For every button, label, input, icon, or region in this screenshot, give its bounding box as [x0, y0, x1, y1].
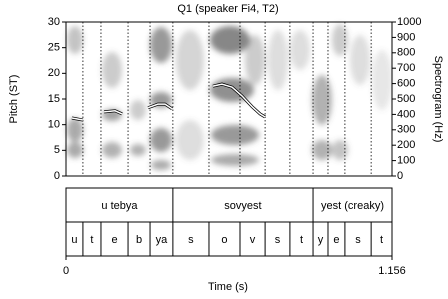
chart: Q1 (speaker Fi4, T2) Time (s) Pitch (ST)… [0, 0, 448, 294]
tier-label: s [275, 234, 281, 246]
y-tick-label: 20 [48, 67, 60, 79]
tier-label: b [136, 234, 142, 246]
x-axis-label: Time (s) [208, 281, 248, 293]
y2-tick-label: 800 [397, 47, 415, 59]
y-tick-label: 30 [48, 16, 60, 28]
y-tick-label: 15 [48, 93, 60, 105]
tier-label: u tebya [101, 200, 138, 212]
x-tick-label: 0 [63, 265, 69, 277]
tier-label: e [111, 234, 117, 246]
y2-tick-label: 700 [397, 62, 415, 74]
y2-tick-label: 1000 [397, 16, 421, 28]
tier-label: s [355, 234, 361, 246]
y-tick-label: 0 [54, 170, 60, 182]
tier-label: v [250, 234, 256, 246]
tier-label: s [188, 234, 194, 246]
tier-label: u [71, 234, 77, 246]
chart-title: Q1 (speaker Fi4, T2) [177, 3, 278, 15]
tier-label: t [380, 234, 383, 246]
tier-label: sovyest [224, 200, 261, 212]
y2-tick-label: 500 [397, 93, 415, 105]
y2-tick-label: 0 [397, 170, 403, 182]
y2-axis-label: Spectrogram (Hz) [432, 56, 444, 143]
tier-label: t [300, 234, 303, 246]
y2-tick-label: 900 [397, 31, 415, 43]
y2-tick-label: 600 [397, 78, 415, 90]
spectrogram-texture [67, 24, 392, 170]
x-tick-label: 1.156 [378, 265, 406, 277]
y2-tick-label: 200 [397, 139, 415, 151]
tier-label: yest (creaky) [321, 200, 384, 212]
y-tick-label: 10 [48, 119, 60, 131]
y-tick-label: 5 [54, 144, 60, 156]
y2-tick-label: 400 [397, 108, 415, 120]
y2-tick-label: 300 [397, 124, 415, 136]
y-axis-label: Pitch (ST) [8, 75, 20, 124]
tier-label: t [90, 234, 93, 246]
tier-label: o [221, 234, 227, 246]
tier-label: ya [156, 234, 169, 246]
tier-label: e [333, 234, 339, 246]
y-tick-label: 25 [48, 42, 60, 54]
tier-label: y [318, 234, 324, 246]
y2-tick-label: 100 [397, 155, 415, 167]
